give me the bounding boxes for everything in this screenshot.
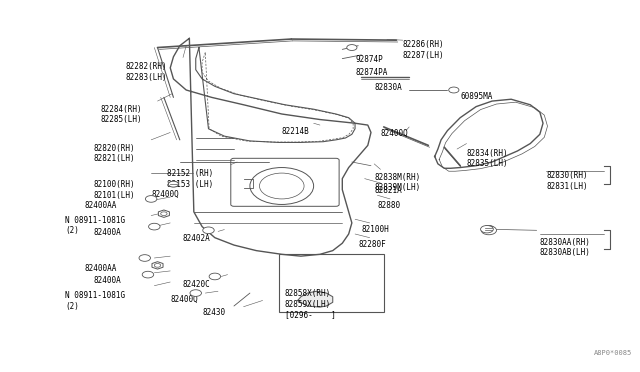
Text: 82400AA: 82400AA [84,263,116,273]
Text: 82100H: 82100H [362,225,389,234]
Text: N 08911-1081G
(2): N 08911-1081G (2) [65,215,125,235]
Text: 82830(RH)
82831(LH): 82830(RH) 82831(LH) [546,171,588,190]
Circle shape [481,225,493,233]
Text: 82286(RH)
82287(LH): 82286(RH) 82287(LH) [403,40,444,60]
FancyBboxPatch shape [278,254,384,311]
Polygon shape [158,210,170,217]
Circle shape [484,225,494,231]
Text: 82284(RH)
82285(LH): 82284(RH) 82285(LH) [100,105,142,124]
Circle shape [148,223,160,230]
Text: 82400Q: 82400Q [151,190,179,199]
Text: 82280F: 82280F [358,240,386,248]
Polygon shape [152,262,163,269]
Circle shape [145,196,157,202]
Circle shape [449,87,459,93]
Circle shape [481,226,497,235]
Text: 82830AA(RH)
82830AB(LH): 82830AA(RH) 82830AB(LH) [540,238,591,257]
Circle shape [154,263,161,267]
Circle shape [250,167,314,205]
Text: 82400Q: 82400Q [170,295,198,304]
Text: 82100(RH)
82101(LH): 82100(RH) 82101(LH) [94,180,136,200]
Text: 82400Q: 82400Q [381,129,408,138]
Text: N 08911-1081G
(2): N 08911-1081G (2) [65,291,125,311]
Text: 82282(RH)
82283(LH): 82282(RH) 82283(LH) [125,62,167,82]
Text: 82402A: 82402A [183,234,211,243]
Text: 82214B: 82214B [282,127,310,136]
Text: 82821A: 82821A [374,186,402,195]
Circle shape [484,227,494,233]
Circle shape [161,212,167,215]
Text: 82430: 82430 [202,308,225,317]
Text: 82838M(RH)
82839M(LH): 82838M(RH) 82839M(LH) [374,173,420,192]
Text: 92874P: 92874P [355,55,383,64]
Text: 82400AA: 82400AA [84,201,116,210]
Circle shape [209,273,221,280]
FancyBboxPatch shape [231,158,339,206]
Text: 82400A: 82400A [94,276,122,285]
Circle shape [203,227,214,234]
Circle shape [139,255,150,261]
Text: 82820(RH)
82821(LH): 82820(RH) 82821(LH) [94,144,136,163]
Text: 82830A: 82830A [374,83,402,92]
Text: 82420C: 82420C [183,280,211,289]
Text: 82152 (RH)
82153 (LH): 82152 (RH) 82153 (LH) [167,169,213,189]
Text: 82834(RH)
82835(LH): 82834(RH) 82835(LH) [467,149,508,169]
Circle shape [259,173,304,199]
Circle shape [347,45,357,51]
Circle shape [142,271,154,278]
Text: 82400A: 82400A [94,228,122,237]
Circle shape [190,290,202,296]
Text: 82874PA: 82874PA [355,68,387,77]
Text: 82858X(RH)
82859X(LH)
[0296-    ]: 82858X(RH) 82859X(LH) [0296- ] [285,289,336,319]
Text: 60895MA: 60895MA [460,92,493,101]
Circle shape [168,181,179,187]
Text: A8P0*0085: A8P0*0085 [594,350,632,356]
Polygon shape [298,291,333,307]
Text: 82880: 82880 [378,201,401,210]
